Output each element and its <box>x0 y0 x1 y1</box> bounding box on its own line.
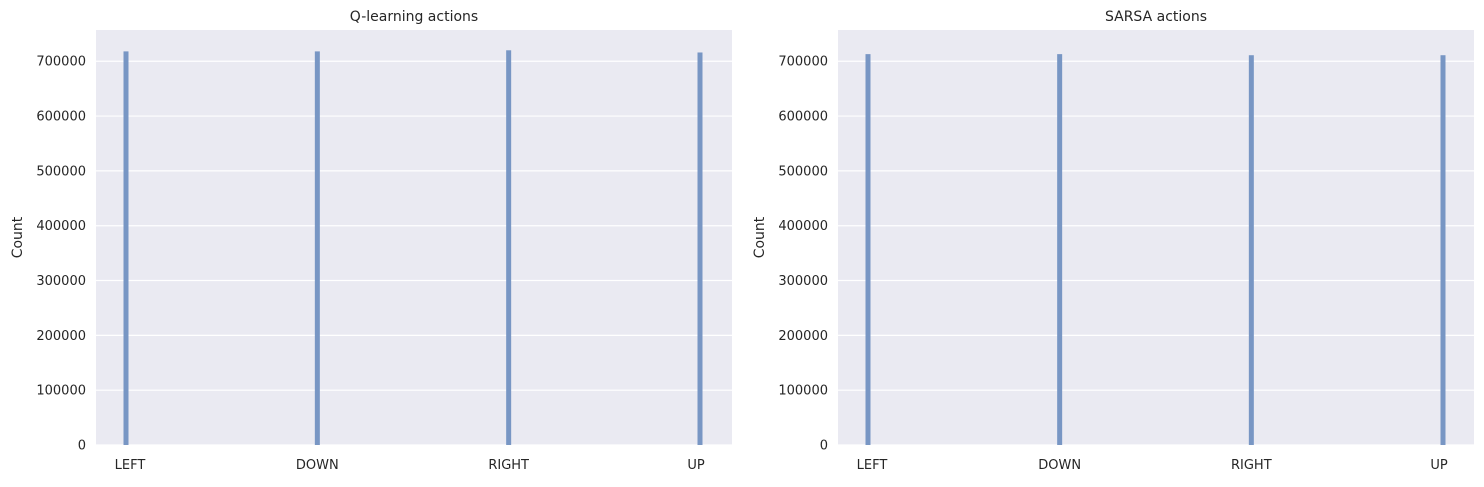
sarsa-y-axis-label: Count <box>752 216 768 258</box>
q-learning-x-tick-label: LEFT <box>115 458 146 473</box>
sarsa-y-tick-label: 500000 <box>778 164 828 179</box>
q-learning-bar-right <box>506 50 512 445</box>
q-learning-y-tick-label: 400000 <box>36 219 86 234</box>
sarsa-x-tick-label: UP <box>1430 458 1448 473</box>
q-learning-y-tick-label: 0 <box>78 439 86 454</box>
q-learning-bar-down <box>314 51 320 446</box>
sarsa-x-tick-label: LEFT <box>857 458 888 473</box>
q-learning-grid <box>96 60 732 446</box>
sarsa-bar-down <box>1057 54 1063 446</box>
q-learning-x-tick-label: UP <box>687 458 705 473</box>
q-learning-y-tick-label: 600000 <box>36 110 86 125</box>
sarsa-x-ticks: LEFT DOWN RIGHT UP <box>857 458 1448 473</box>
sarsa-y-tick-label: 100000 <box>778 384 828 399</box>
q-learning-plot-area <box>96 30 732 445</box>
sarsa-bar-right <box>1248 55 1254 446</box>
q-learning-bar-up <box>697 52 703 446</box>
q-learning-y-ticks: 0 100000 200000 300000 400000 500000 600000 700… <box>36 55 86 454</box>
q-learning-bar-left <box>123 51 129 446</box>
sarsa-bar-left <box>865 54 871 446</box>
sarsa-bars <box>865 54 1446 446</box>
sarsa-y-tick-label: 600000 <box>778 110 828 125</box>
q-learning-y-tick-label: 500000 <box>36 164 86 179</box>
sarsa-bar-up <box>1440 55 1446 446</box>
q-learning-y-tick-label: 200000 <box>36 329 86 344</box>
sarsa-grid <box>838 60 1474 446</box>
q-learning-y-tick-label: 300000 <box>36 274 86 289</box>
q-learning-panel: 0 100000 200000 300000 400000 500000 600000 700… <box>10 9 732 473</box>
q-learning-x-ticks: LEFT DOWN RIGHT UP <box>115 458 705 473</box>
sarsa-x-tick-label: RIGHT <box>1231 458 1272 473</box>
sarsa-plot-area <box>838 30 1474 445</box>
sarsa-y-tick-label: 700000 <box>778 55 828 70</box>
sarsa-y-tick-label: 300000 <box>778 274 828 289</box>
q-learning-title: Q-learning actions <box>350 9 478 25</box>
sarsa-title: SARSA actions <box>1105 9 1207 25</box>
sarsa-y-tick-label: 400000 <box>778 219 828 234</box>
q-learning-x-tick-label: RIGHT <box>488 458 529 473</box>
sarsa-panel: 0 100000 200000 300000 400000 500000 600000 700… <box>752 9 1474 473</box>
q-learning-y-tick-label: 100000 <box>36 384 86 399</box>
q-learning-x-tick-label: DOWN <box>296 458 339 473</box>
sarsa-x-tick-label: DOWN <box>1038 458 1081 473</box>
q-learning-bars <box>123 50 703 446</box>
sarsa-y-tick-label: 200000 <box>778 329 828 344</box>
q-learning-y-axis-label: Count <box>10 216 26 258</box>
sarsa-y-tick-label: 0 <box>820 439 828 454</box>
sarsa-y-ticks: 0 100000 200000 300000 400000 500000 600000 700… <box>778 55 828 454</box>
q-learning-y-tick-label: 700000 <box>36 55 86 70</box>
